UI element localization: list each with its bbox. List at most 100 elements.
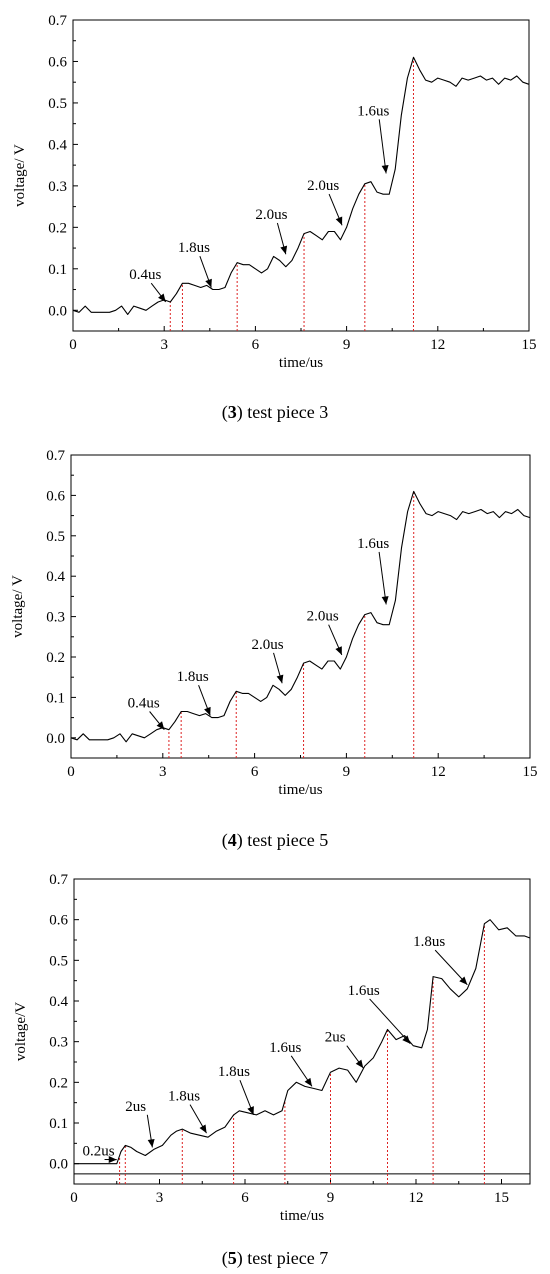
annotation-label: 2.0us xyxy=(255,207,287,223)
caption-close-paren: ) xyxy=(237,402,243,423)
y-tick-label: 0.0 xyxy=(49,1157,68,1173)
x-axis-label: time/us xyxy=(280,1208,324,1224)
annotation-label: 1.8us xyxy=(177,669,209,685)
annotation-label: 1.8us xyxy=(168,1089,200,1105)
x-tick-label: 6 xyxy=(252,337,260,353)
y-tick-label: 0.3 xyxy=(49,1035,68,1051)
x-axis-label: time/us xyxy=(278,782,322,798)
annotation-label: 0.2us xyxy=(83,1144,115,1160)
y-tick-label: 0.3 xyxy=(46,610,65,626)
annotation-arrowhead xyxy=(158,293,166,302)
annotation-arrowhead xyxy=(355,1059,364,1069)
annotation-label: 1.8us xyxy=(178,240,210,256)
plot-frame xyxy=(73,878,531,1185)
annotation-arrow xyxy=(378,119,387,174)
annotation-label: 1.8us xyxy=(413,934,445,950)
caption-open-paren: ( xyxy=(222,1248,228,1269)
y-axis-label: voltage/ V xyxy=(10,575,26,638)
annotation-arrowhead xyxy=(280,245,288,255)
x-tick-label: 0 xyxy=(67,764,75,780)
y-tick-label: 0.6 xyxy=(48,54,67,70)
annotation-label: 2.0us xyxy=(307,609,339,625)
y-axis-label: voltage/ V xyxy=(12,144,28,207)
annotation-arrowhead xyxy=(304,1077,312,1087)
y-tick-label: 0.2 xyxy=(49,1075,68,1091)
plot-frame xyxy=(72,19,530,332)
annotation-arrow xyxy=(369,998,411,1045)
x-tick-label: 12 xyxy=(409,1190,424,1206)
annotation-arrowhead xyxy=(335,216,343,226)
x-tick-label: 3 xyxy=(159,764,167,780)
x-axis-label: time/us xyxy=(279,355,323,371)
annotation-label: 2us xyxy=(125,1099,146,1115)
series-line xyxy=(72,56,530,315)
x-tick-label: 6 xyxy=(241,1190,249,1206)
annotation-arrowhead xyxy=(335,646,342,655)
y-tick-label: 0.3 xyxy=(48,179,67,195)
caption-text: test piece 3 xyxy=(243,402,328,422)
x-tick-label: 9 xyxy=(343,337,351,353)
caption-close-paren: ) xyxy=(237,1248,243,1269)
y-tick-label: 0.1 xyxy=(46,690,65,706)
x-tick-label: 15 xyxy=(523,764,538,780)
series-line xyxy=(70,490,531,743)
annotation-arrowhead xyxy=(147,1138,155,1148)
figure-caption: (5) test piece 7 xyxy=(222,1248,328,1269)
annotation-arrowhead xyxy=(204,706,211,716)
y-tick-label: 0.4 xyxy=(46,569,65,585)
caption-open-paren: ( xyxy=(222,830,228,851)
annotation-arrow xyxy=(378,551,387,605)
annotation-arrowhead xyxy=(205,278,212,288)
annotation-label: 1.6us xyxy=(348,983,380,999)
caption-close-paren: ) xyxy=(237,830,243,851)
chart-panel-1: 0 3 6 9 12 15 0.0 0.1 0.2 0.3 0.4 0.5 0.6 0.7 time/us v… xyxy=(12,13,537,423)
y-tick-label: 0.0 xyxy=(46,731,65,747)
series-line xyxy=(74,919,531,1165)
x-tick-label: 0 xyxy=(69,337,77,353)
annotation-arrowhead xyxy=(108,1156,117,1164)
annotation-label: 1.6us xyxy=(357,536,389,552)
y-tick-label: 0.7 xyxy=(46,448,65,464)
x-tick-label: 6 xyxy=(251,764,259,780)
y-tick-label: 0.2 xyxy=(46,650,65,666)
y-tick-label: 0.6 xyxy=(49,913,68,929)
caption-text: test piece 5 xyxy=(243,830,328,850)
y-tick-label: 0.5 xyxy=(48,96,67,112)
x-tick-label: 9 xyxy=(327,1190,335,1206)
y-tick-label: 0.6 xyxy=(46,488,65,504)
annotation-arrowhead xyxy=(247,1106,254,1115)
annotation-label: 2.0us xyxy=(307,178,339,194)
y-tick-label: 0.5 xyxy=(49,953,68,969)
annotation-label: 1.6us xyxy=(269,1040,301,1056)
x-tick-label: 15 xyxy=(522,337,537,353)
annotation-arrowhead xyxy=(459,976,468,985)
caption-open-paren: ( xyxy=(222,402,228,423)
y-tick-label: 0.7 xyxy=(48,13,67,29)
annotation-label: 1.6us xyxy=(357,103,389,119)
x-tick-label: 12 xyxy=(430,337,445,353)
figure-caption: (4) test piece 5 xyxy=(222,830,328,851)
y-tick-label: 0.5 xyxy=(46,529,65,545)
x-tick-label: 3 xyxy=(160,337,168,353)
y-tick-label: 0.4 xyxy=(49,994,68,1010)
y-axis-label: voltage/V xyxy=(13,1002,29,1061)
x-tick-label: 15 xyxy=(494,1190,509,1206)
annotation-arrowhead xyxy=(381,596,389,605)
figure-caption: (3) test piece 3 xyxy=(222,402,328,423)
x-tick-label: 0 xyxy=(70,1190,78,1206)
plot-frame xyxy=(70,454,531,759)
annotation-arrowhead xyxy=(199,1124,207,1134)
caption-number: 3 xyxy=(228,402,237,422)
annotation-label: 2us xyxy=(325,1030,346,1046)
y-tick-label: 0.1 xyxy=(49,1116,68,1132)
caption-number: 4 xyxy=(228,830,237,850)
caption-text: test piece 7 xyxy=(243,1248,328,1268)
annotation-label: 1.8us xyxy=(218,1064,250,1080)
annotation-label: 0.4us xyxy=(128,696,160,712)
annotation-arrowhead xyxy=(276,674,284,684)
caption-number: 5 xyxy=(228,1248,237,1268)
x-tick-label: 12 xyxy=(431,764,446,780)
x-tick-label: 9 xyxy=(343,764,351,780)
annotation-label: 0.4us xyxy=(129,267,161,283)
